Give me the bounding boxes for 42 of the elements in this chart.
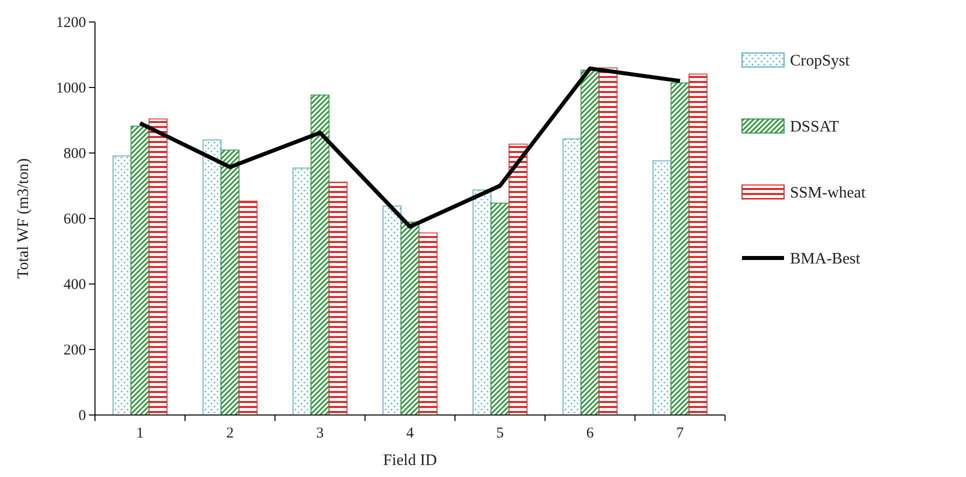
bar (328, 182, 348, 416)
x-axis-title: Field ID (383, 452, 437, 469)
bar (112, 156, 132, 416)
bar (220, 150, 240, 416)
y-tick-label: 600 (64, 211, 86, 228)
bar (382, 206, 402, 416)
bar (400, 222, 420, 416)
y-tick-label: 0 (78, 408, 86, 424)
x-tick-label: 5 (496, 426, 504, 442)
bar (598, 67, 618, 416)
x-tick-label: 1 (136, 426, 144, 442)
y-tick-label: 800 (64, 146, 86, 162)
legend-label: CropSyst (790, 52, 850, 70)
bar (580, 70, 600, 416)
bar (418, 232, 438, 416)
bar (652, 160, 672, 416)
bar (148, 118, 168, 416)
y-tick-label: 1000 (56, 80, 86, 96)
bar (688, 74, 708, 416)
bar (670, 82, 690, 416)
bar (292, 168, 312, 416)
bar (310, 94, 330, 416)
bar (472, 190, 492, 416)
legend-label: BMA-Best (790, 250, 861, 268)
legend-label: DSSAT (790, 118, 840, 136)
bar (130, 126, 150, 416)
bar (562, 138, 582, 416)
y-axis-title: Total WF (m3/ton) (15, 158, 32, 279)
bar (202, 140, 222, 416)
y-tick-label: 400 (64, 276, 86, 293)
x-tick-label: 2 (226, 426, 234, 442)
bar (238, 200, 258, 416)
legend-label: SSM-wheat (790, 184, 866, 202)
x-tick-label: 3 (316, 426, 324, 442)
x-tick-label: 6 (586, 426, 594, 442)
line-series (138, 66, 682, 229)
bar (490, 202, 510, 416)
bar (508, 144, 528, 416)
x-tick-label: 7 (676, 426, 684, 442)
x-tick-label: 4 (406, 426, 414, 442)
y-tick-label: 200 (64, 342, 86, 358)
y-tick-label: 1200 (56, 14, 86, 31)
